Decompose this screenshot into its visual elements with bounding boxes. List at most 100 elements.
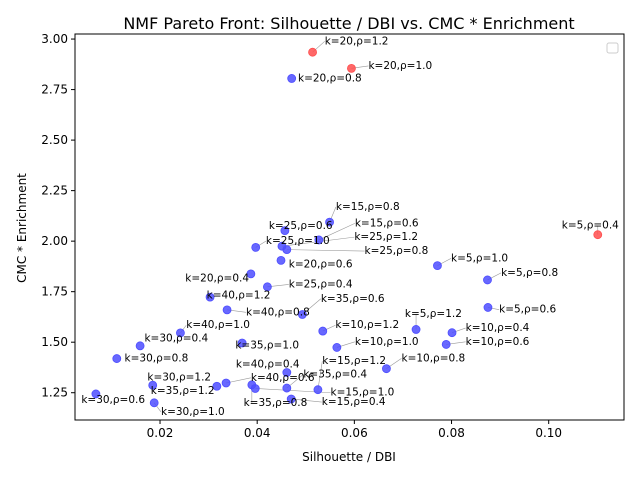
x-tick-label: 0.02 xyxy=(147,426,174,440)
data-point xyxy=(246,269,256,279)
y-tick-label: 2.25 xyxy=(41,184,68,198)
pareto-point xyxy=(347,63,356,73)
legend-box xyxy=(606,42,619,54)
data-point xyxy=(251,243,261,252)
point-label: k=20,ρ=1.0 xyxy=(368,60,432,72)
point-label: k=30,ρ=0.6 xyxy=(81,394,145,406)
data-point xyxy=(135,341,145,351)
data-point xyxy=(318,326,328,336)
data-point xyxy=(221,378,231,388)
point-label: k=30,ρ=1.0 xyxy=(161,406,225,418)
x-tick-label: 0.10 xyxy=(535,426,562,440)
point-label: k=20,ρ=1.2 xyxy=(325,35,389,47)
point-label: k=5,ρ=0.4 xyxy=(562,220,619,232)
data-point xyxy=(250,384,260,393)
data-point xyxy=(280,226,290,236)
data-points xyxy=(91,47,603,408)
point-label: k=25,ρ=1.0 xyxy=(266,235,330,247)
point-label: k=10,ρ=0.8 xyxy=(401,352,465,364)
plot-frame xyxy=(74,33,625,421)
data-point xyxy=(148,380,158,390)
data-point xyxy=(282,383,292,393)
point-label: k=10,ρ=0.4 xyxy=(466,322,530,334)
point-label: k=20,ρ=0.8 xyxy=(298,72,362,84)
data-point xyxy=(212,381,222,391)
point-label: k=40,ρ=0.4 xyxy=(236,358,300,370)
point-label: k=40,ρ=1.0 xyxy=(186,319,250,331)
data-point xyxy=(433,261,442,271)
point-label: k=5,ρ=0.6 xyxy=(499,304,556,316)
point-label: k=25,ρ=0.8 xyxy=(365,245,429,257)
point-label: k=25,ρ=0.6 xyxy=(269,220,333,232)
point-label: k=35,ρ=0.8 xyxy=(244,397,308,409)
point-label: k=35,ρ=0.6 xyxy=(321,293,385,305)
point-label: k=25,ρ=1.2 xyxy=(354,231,418,243)
point-label: k=30,ρ=0.4 xyxy=(144,333,208,345)
point-label: k=30,ρ=0.8 xyxy=(125,352,189,364)
x-tick-label: 0.06 xyxy=(341,426,368,440)
data-point xyxy=(483,275,492,285)
data-point xyxy=(91,389,101,399)
point-label: k=40,ρ=0.6 xyxy=(251,372,315,384)
point-label: k=10,ρ=1.2 xyxy=(335,319,399,331)
point-label: k=40,ρ=0.8 xyxy=(246,306,310,318)
point-label: k=15,ρ=0.4 xyxy=(322,396,386,408)
data-point xyxy=(325,217,334,227)
x-tick-label: 0.08 xyxy=(438,426,465,440)
point-label: k=15,ρ=1.2 xyxy=(322,355,386,367)
y-axis-label: CMC * Enrichment xyxy=(15,173,29,283)
y-tick-label: 1.25 xyxy=(41,386,68,400)
data-point xyxy=(297,310,307,319)
point-label: k=35,ρ=0.4 xyxy=(303,368,367,380)
data-point xyxy=(332,343,342,352)
point-label: k=10,ρ=0.6 xyxy=(466,336,530,348)
data-point xyxy=(287,74,297,83)
pareto-point xyxy=(593,230,603,240)
point-label: k=35,ρ=1.2 xyxy=(151,385,215,397)
point-label: k=15,ρ=0.6 xyxy=(355,217,419,229)
data-point xyxy=(222,305,232,315)
data-point xyxy=(237,338,247,348)
point-label: k=5,ρ=1.0 xyxy=(451,252,508,264)
data-point xyxy=(286,394,296,404)
data-point xyxy=(441,340,451,349)
data-point xyxy=(282,368,292,377)
point-label: k=40,ρ=1.2 xyxy=(207,290,271,302)
y-tick-label: 2.50 xyxy=(41,133,68,147)
data-point xyxy=(205,292,215,302)
x-tick-label: 0.04 xyxy=(244,426,271,440)
point-label: k=10,ρ=1.0 xyxy=(355,336,419,348)
y-axis-ticks: 1.25 1.50 1.75 2.00 2.25 2.50 2.75 3.00 xyxy=(41,32,75,400)
data-point xyxy=(411,325,421,334)
point-label: k=15,ρ=0.8 xyxy=(336,201,400,213)
data-point xyxy=(262,282,272,292)
label-leader-line xyxy=(286,249,365,252)
label-leader-line xyxy=(318,223,355,241)
data-point xyxy=(313,385,323,395)
point-label: k=5,ρ=1.2 xyxy=(405,308,462,320)
data-point xyxy=(447,328,457,338)
data-point xyxy=(112,354,122,363)
point-label: k=20,ρ=0.4 xyxy=(185,273,249,285)
pareto-point xyxy=(308,47,317,57)
chart-title: NMF Pareto Front: Silhouette / DBI vs. C… xyxy=(123,14,574,33)
data-point xyxy=(382,364,391,374)
point-labels: k=20,ρ=1.2 k=20,ρ=1.0 k=5,ρ=0.4 k=20,ρ=0.8 k… xyxy=(81,35,619,418)
data-point xyxy=(282,245,292,255)
data-point xyxy=(176,328,185,338)
data-point xyxy=(276,255,286,265)
label-leader-line xyxy=(317,361,323,390)
label-leader-line xyxy=(291,398,322,403)
data-point xyxy=(483,303,493,312)
point-label: k=15,ρ=1.0 xyxy=(331,387,395,399)
y-tick-label: 2.00 xyxy=(41,234,68,248)
y-tick-label: 1.75 xyxy=(41,285,68,299)
point-label: k=20,ρ=0.6 xyxy=(289,259,353,271)
y-tick-label: 1.50 xyxy=(41,335,68,349)
data-point xyxy=(149,398,159,408)
data-point xyxy=(314,235,324,245)
point-label: k=30,ρ=1.2 xyxy=(147,371,211,383)
point-label: k=5,ρ=0.8 xyxy=(501,267,558,279)
x-axis-label: Silhouette / DBI xyxy=(302,450,396,464)
